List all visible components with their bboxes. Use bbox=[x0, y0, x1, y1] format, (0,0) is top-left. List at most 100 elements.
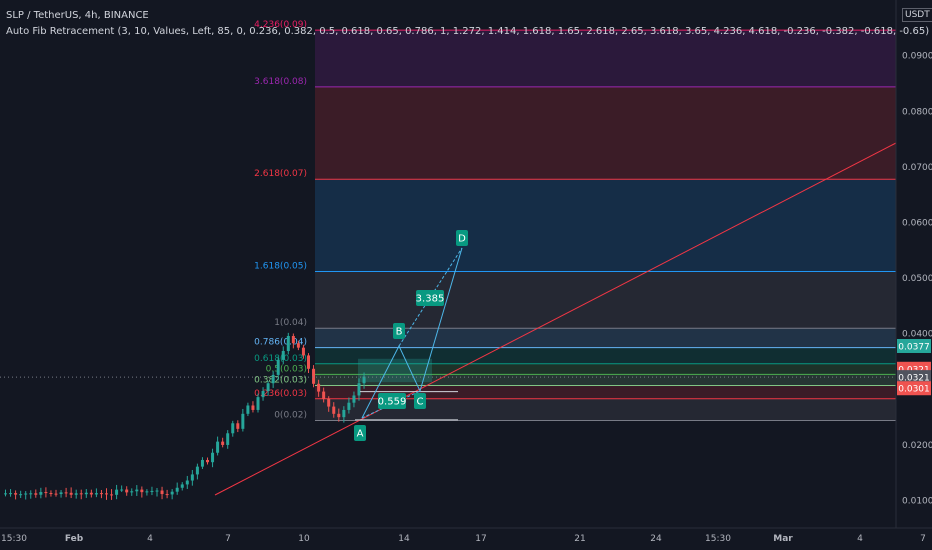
fib-level-label: 1.618(0.05) bbox=[254, 261, 307, 271]
time-tick-label: 21 bbox=[574, 534, 585, 544]
fib-zone bbox=[315, 363, 896, 375]
pattern-point-c-bg bbox=[414, 393, 426, 409]
time-tick-label: 7 bbox=[225, 534, 231, 544]
pattern-point-a-bg bbox=[354, 425, 366, 441]
pattern-point-c-text: C bbox=[417, 397, 424, 408]
candle-body bbox=[206, 459, 209, 463]
price-badge-label: 0.0377 bbox=[898, 342, 930, 352]
fib-zone bbox=[315, 347, 896, 364]
price-tick-label: 0.0200 bbox=[902, 441, 932, 451]
candle-body bbox=[140, 489, 144, 493]
candle-body bbox=[84, 492, 88, 495]
fib-level-label: 3.618(0.08) bbox=[254, 77, 307, 87]
candle-body bbox=[352, 395, 356, 403]
time-tick-label: 4 bbox=[147, 534, 153, 544]
time-tick-label: Mar bbox=[773, 534, 793, 544]
fib-zones bbox=[315, 30, 896, 421]
price-badge-label: 0.0321 bbox=[898, 374, 930, 384]
fib-zone bbox=[315, 385, 896, 399]
time-scale[interactable]: 15:30 Feb 4 7 10 14 17 21 24 15:30 Mar 4 7 bbox=[0, 527, 932, 544]
candle-body bbox=[317, 383, 321, 392]
pattern-point-a[interactable]: A bbox=[354, 425, 366, 441]
candle-body bbox=[44, 492, 48, 494]
candle-body bbox=[94, 493, 98, 495]
candle-body bbox=[29, 493, 33, 495]
candle-body bbox=[4, 493, 7, 495]
candle-body bbox=[59, 492, 63, 495]
candle-body bbox=[200, 459, 204, 467]
fib-level-label: 0.618(0.03) bbox=[254, 354, 307, 364]
time-tick-label: 4 bbox=[857, 534, 863, 544]
currency-unit-badge[interactable]: USDT bbox=[902, 8, 932, 22]
fib-level-label: 0.5(0.03) bbox=[266, 364, 307, 374]
candle-body bbox=[130, 491, 134, 493]
price-tick-label: 0.0900 bbox=[902, 52, 932, 62]
pattern-bd-line bbox=[398, 247, 463, 347]
candle-body bbox=[64, 492, 68, 494]
fib-level-label: 0.382(0.03) bbox=[254, 375, 307, 385]
candle-body bbox=[312, 368, 316, 384]
price-tick-label: 0.0500 bbox=[902, 274, 932, 284]
candle-body bbox=[180, 484, 184, 488]
candle-body bbox=[160, 490, 164, 495]
candle-body bbox=[165, 494, 169, 496]
time-tick-label: 14 bbox=[398, 534, 410, 544]
fib-zone bbox=[315, 30, 896, 87]
price-tick-label: 0.0700 bbox=[902, 163, 932, 173]
pattern-target-zone bbox=[358, 358, 432, 383]
fib-level-label: 4.236(0.09) bbox=[254, 20, 307, 30]
candle-body bbox=[170, 491, 174, 495]
trend-line bbox=[214, 142, 897, 496]
candle-body bbox=[271, 374, 275, 384]
candle-body bbox=[110, 494, 114, 496]
candle-body bbox=[347, 402, 351, 410]
pattern-point-b[interactable]: B bbox=[393, 323, 405, 339]
pattern-ratio-bcd[interactable]: 3.385 bbox=[416, 290, 445, 306]
candle-body bbox=[327, 398, 331, 407]
candle-body bbox=[211, 452, 215, 463]
candle-body bbox=[14, 493, 18, 495]
pattern-ratio-abc[interactable]: 0.559 bbox=[378, 393, 407, 409]
candle-body bbox=[195, 466, 199, 475]
candle-body bbox=[19, 494, 23, 496]
candle-body bbox=[332, 406, 336, 414]
price-tick-label: 0.0800 bbox=[902, 107, 932, 117]
candle-body bbox=[231, 423, 235, 434]
pattern-point-b-text: B bbox=[396, 327, 403, 338]
candle-body bbox=[342, 409, 346, 418]
pattern-point-a-text: A bbox=[357, 429, 364, 440]
pattern-ratio-bcd-text: 3.385 bbox=[416, 294, 445, 305]
candle-body bbox=[236, 423, 240, 429]
candle-body bbox=[246, 405, 250, 414]
candle-body bbox=[150, 490, 154, 492]
pattern-point-c[interactable]: C bbox=[414, 393, 426, 409]
time-tick-label: 15:30 bbox=[705, 534, 731, 544]
fib-level-labels: 4.236(0.09) 3.618(0.08) 2.618(0.07) 1.618(0… bbox=[254, 20, 307, 420]
candle-body bbox=[89, 492, 93, 495]
candle-body bbox=[362, 376, 366, 384]
time-tick-label: 10 bbox=[298, 534, 310, 544]
candle-body bbox=[251, 405, 255, 410]
pattern-ratio-bcd-bg bbox=[416, 290, 444, 306]
symbol-title[interactable]: SLP / TetherUS, 4h, BINANCE bbox=[6, 10, 149, 21]
candle-body bbox=[216, 441, 220, 453]
candle-body bbox=[120, 489, 124, 491]
price-scale[interactable]: 0.0900 0.0800 0.0700 0.0600 0.0500 0.0400 0.02… bbox=[0, 0, 932, 528]
candle-body bbox=[276, 359, 280, 375]
time-tick-label: 24 bbox=[650, 534, 662, 544]
candle-body bbox=[221, 441, 225, 445]
candle-body bbox=[125, 489, 129, 493]
fib-zone bbox=[315, 328, 896, 348]
candle-body bbox=[39, 492, 43, 495]
fib-zone bbox=[315, 86, 896, 180]
fib-zone bbox=[315, 179, 896, 272]
pattern-point-d[interactable]: D bbox=[456, 230, 468, 246]
candle-body bbox=[175, 487, 179, 492]
drawings[interactable]: A B C D 0.559 3.385 bbox=[214, 142, 897, 496]
candle-body bbox=[135, 489, 139, 492]
candle-body bbox=[9, 493, 13, 495]
fib-level-label: 2.618(0.07) bbox=[254, 169, 307, 179]
pattern-point-d-bg bbox=[456, 230, 468, 246]
indicator-legend[interactable]: Auto Fib Retracement (3, 10, Values, Lef… bbox=[6, 26, 930, 37]
